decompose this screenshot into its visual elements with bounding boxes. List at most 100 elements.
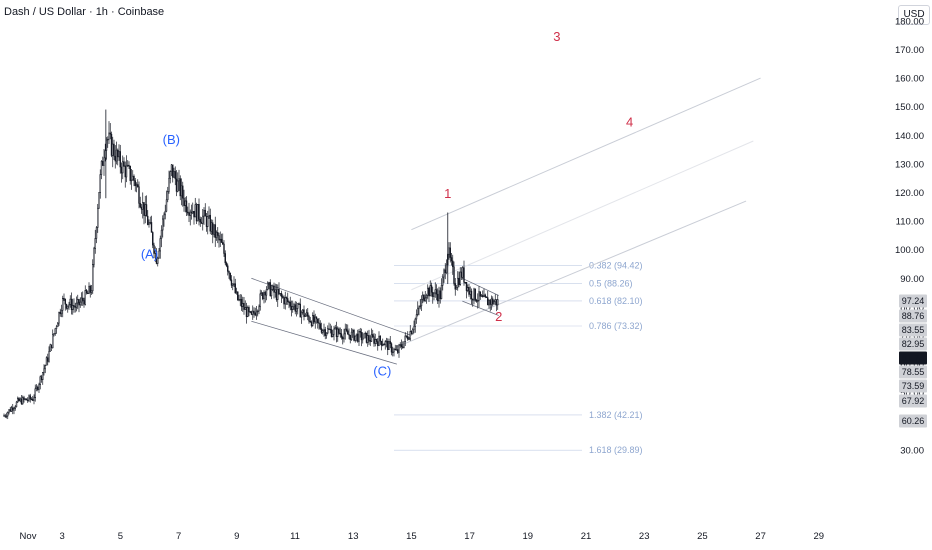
candle-body	[327, 328, 329, 334]
candle-body	[173, 171, 175, 178]
currency-button[interactable]: USD	[898, 5, 930, 25]
candle-body	[392, 351, 394, 353]
candle-body	[212, 222, 214, 235]
x-tick-label: 11	[290, 531, 300, 542]
candle-body	[137, 184, 139, 187]
candle-body	[363, 333, 365, 339]
candle-body	[24, 398, 26, 400]
channel-midline	[411, 140, 754, 291]
candle-body	[129, 165, 131, 181]
candle-body	[9, 409, 11, 412]
candle-body	[128, 164, 130, 167]
candle-body	[115, 149, 118, 162]
candle-body	[393, 348, 395, 353]
candle-body	[432, 291, 434, 297]
candle-body	[373, 336, 375, 344]
candle-body	[127, 164, 129, 167]
price-level-tag-label: 60.26	[902, 416, 925, 426]
candle-body	[45, 357, 48, 366]
fib-level-label: 0.382 (94.42)	[589, 261, 643, 271]
candle-body	[418, 306, 420, 309]
candle-body	[19, 398, 21, 402]
candle-body	[305, 312, 308, 316]
candle-body	[217, 232, 219, 236]
wave-label: 3	[553, 29, 560, 44]
candle-body	[244, 307, 246, 310]
candle-body	[30, 398, 33, 401]
candle-body	[357, 333, 359, 342]
candle-body	[35, 386, 38, 389]
candle-body	[175, 178, 178, 192]
candle-body	[474, 288, 476, 301]
price-level-tag	[899, 323, 927, 337]
candle-body	[415, 314, 418, 320]
candle-body	[120, 166, 123, 174]
candle-body	[82, 297, 84, 301]
candle-body	[77, 299, 79, 304]
candle-body	[234, 283, 236, 294]
candle-body	[248, 307, 250, 312]
candle-body	[468, 287, 470, 295]
x-tick-label: 17	[464, 531, 475, 542]
candle-body	[274, 289, 276, 293]
candle-body	[228, 271, 230, 274]
candle-body	[4, 415, 6, 417]
channel-line	[396, 200, 747, 348]
candle-body	[79, 301, 81, 306]
candle-body	[84, 290, 86, 305]
candle-body	[122, 161, 124, 174]
candle-body	[37, 386, 39, 390]
x-tick-label: 5	[118, 531, 123, 542]
candle-body	[332, 333, 334, 337]
y-tick-label: 170.00	[895, 45, 924, 56]
wave-label: (B)	[163, 132, 180, 147]
candle-body	[60, 310, 63, 315]
candle-body	[184, 200, 186, 206]
candle-body	[98, 192, 100, 209]
candle-body	[402, 346, 404, 348]
candle-body	[118, 151, 120, 158]
candle-body	[329, 328, 331, 331]
candle-body	[299, 303, 301, 318]
candle-body	[395, 349, 398, 351]
candle-body	[63, 298, 65, 300]
candle-body	[277, 288, 279, 300]
candle-body	[164, 210, 166, 216]
x-tick-label: 21	[581, 531, 592, 542]
candle-body	[387, 340, 389, 350]
candle-body	[255, 311, 258, 316]
candle-body	[170, 164, 173, 172]
candle-body	[485, 296, 488, 298]
y-tick-label: 130.00	[895, 159, 924, 170]
candle-body	[159, 238, 161, 252]
candle-body	[287, 298, 289, 303]
candle-body	[95, 227, 98, 239]
price-level-tag-label: 83.55	[902, 325, 925, 335]
wave-label: 2	[495, 309, 502, 324]
x-tick-label: 25	[697, 531, 708, 542]
price-level-tag-label: 88.76	[902, 311, 925, 321]
candle-body	[192, 210, 194, 214]
candle-body	[429, 285, 431, 297]
candle-body	[3, 415, 5, 417]
candle-body	[18, 398, 20, 402]
candle-body	[114, 155, 116, 162]
candle-body	[302, 309, 304, 313]
candle-body	[142, 202, 144, 210]
candle-body	[397, 349, 399, 353]
candle-body	[483, 294, 485, 298]
candle-body	[270, 289, 273, 297]
candle-body	[317, 318, 319, 323]
y-tick-label: 100.00	[895, 245, 924, 256]
candle-body	[27, 399, 29, 402]
candle-body	[249, 311, 251, 313]
candle-body	[149, 222, 151, 224]
candle-body	[297, 303, 299, 309]
candle-body	[229, 272, 231, 281]
candle-body	[25, 398, 28, 401]
candle-body	[113, 143, 115, 157]
candle-body	[413, 326, 415, 330]
candle-body	[112, 143, 114, 156]
